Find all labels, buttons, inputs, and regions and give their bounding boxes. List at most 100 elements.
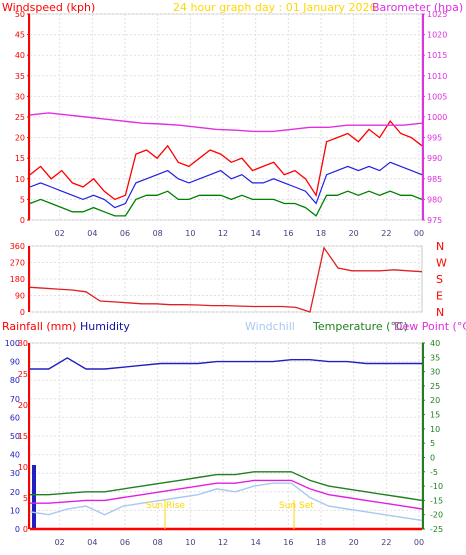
direction-compass-tick: N [436, 240, 444, 253]
wind-x-tick: 14 [251, 229, 261, 238]
wind-x-tick: 18 [316, 229, 326, 238]
temperature-y-tick: 0 [430, 453, 435, 462]
wind-x-tick: 06 [120, 229, 130, 238]
date-title: 24 hour graph day : 01 January 2026 [173, 1, 377, 14]
barometer-y-tick: 990 [427, 154, 442, 163]
humidity-y-tick: 40 [10, 451, 20, 460]
direction-y-tick: 270 [10, 259, 25, 268]
humidity-y-tick: 60 [10, 413, 20, 422]
temp-x-tick: 06 [120, 538, 130, 547]
temp-series-line [30, 479, 423, 510]
temperature-y-tick: 35 [430, 353, 440, 362]
barometer-y-tick: 1015 [427, 51, 447, 60]
rainfall-y-tick: 25 [18, 370, 28, 379]
humidity-y-tick: 0 [15, 525, 20, 534]
barometer-y-tick: 980 [427, 195, 442, 204]
temp-x-tick: 22 [381, 538, 391, 547]
wind-x-tick: 22 [381, 229, 391, 238]
rainfall-y-tick: 15 [18, 432, 28, 441]
barometer-y-tick: 1010 [427, 72, 447, 81]
wind-x-tick: 00 [414, 229, 424, 238]
barometer-y-tick: 1000 [427, 113, 447, 122]
rainfall-y-tick: 5 [23, 494, 28, 503]
humidity-y-tick: 30 [10, 469, 20, 478]
temperature-y-tick: 15 [430, 411, 440, 420]
temp-series-line [30, 471, 423, 502]
wind-y-tick: 20 [15, 134, 25, 143]
temperature-y-tick: 40 [430, 339, 440, 348]
temperature-y-tick: 20 [430, 396, 440, 405]
rainfall-y-tick: 20 [18, 401, 28, 410]
direction-compass-tick: N [436, 306, 444, 319]
temperature-axis-title: Temperature (°C) [312, 320, 408, 333]
wind-y-tick: 15 [15, 154, 25, 163]
direction-compass-tick: E [436, 290, 443, 303]
barometer-y-tick: 1025 [427, 10, 447, 19]
barometer-y-tick: 1020 [427, 31, 447, 40]
barometer-y-tick: 1005 [427, 92, 447, 101]
humidity-y-tick: 20 [10, 488, 20, 497]
wind-x-tick: 04 [87, 229, 97, 238]
direction-y-tick: 180 [10, 275, 25, 284]
rainfall-y-tick: 10 [18, 463, 28, 472]
wind-series-line [29, 161, 423, 209]
temp-x-tick: 08 [153, 538, 163, 547]
sunrise-label: Sun Rise [146, 501, 185, 511]
humidity-y-tick: 100 [5, 339, 20, 348]
temp-x-tick: 16 [283, 538, 293, 547]
wind-series-line [29, 112, 423, 133]
temperature-y-tick: 10 [430, 425, 440, 434]
humidity-y-tick: 80 [10, 376, 20, 385]
humidity-y-tick: 70 [10, 395, 20, 404]
humidity-y-tick: 50 [10, 432, 20, 441]
wind-series-line [29, 190, 423, 217]
temp-x-tick: 10 [185, 538, 195, 547]
temp-x-tick: 14 [251, 538, 261, 547]
temperature-y-tick: -20 [430, 511, 443, 520]
temperature-y-tick: -15 [430, 496, 443, 505]
temp-x-tick: 02 [55, 538, 65, 547]
temp-series-line [29, 482, 423, 522]
windchill-legend: Windchill [245, 320, 295, 333]
temp-x-tick: 04 [87, 538, 97, 547]
temp-x-tick: 20 [349, 538, 359, 547]
temp-x-tick: 18 [316, 538, 326, 547]
direction-series-line [29, 246, 423, 313]
wind-y-tick: 40 [15, 51, 25, 60]
barometer-axis-title: Barometer (hpa) [372, 1, 463, 14]
direction-y-tick: 90 [15, 292, 25, 301]
direction-compass-tick: W [436, 257, 447, 270]
barometer-y-tick: 995 [427, 134, 442, 143]
barometer-y-tick: 975 [427, 216, 442, 225]
temp-series-line [30, 357, 422, 370]
rainfall-axis-title: Rainfall (mm) [2, 320, 76, 333]
wind-y-tick: 50 [15, 10, 25, 19]
dewpoint-axis-title: Dew Point (°C) [394, 320, 466, 333]
wind-y-tick: 30 [15, 92, 25, 101]
wind-y-tick: 35 [15, 72, 25, 81]
wind-y-tick: 10 [15, 175, 25, 184]
sunset-label: Sun Set [279, 501, 314, 511]
temperature-y-tick: -5 [430, 468, 438, 477]
humidity-y-tick: 10 [10, 506, 20, 515]
rainfall-y-tick: 30 [18, 339, 28, 348]
wind-y-tick: 5 [20, 195, 25, 204]
wind-x-tick: 16 [283, 229, 293, 238]
direction-y-tick: 360 [10, 242, 25, 251]
direction-y-tick: 0 [20, 308, 25, 317]
temperature-y-tick: 30 [430, 368, 440, 377]
wind-y-tick: 25 [15, 113, 25, 122]
humidity-y-tick: 90 [10, 358, 20, 367]
wind-x-tick: 02 [55, 229, 65, 238]
rainfall-y-tick: 0 [23, 525, 28, 534]
wind-y-tick: 45 [15, 31, 25, 40]
temp-x-tick: 00 [414, 538, 424, 547]
direction-compass-tick: S [436, 273, 443, 286]
wind-series-line [29, 120, 423, 201]
temp-x-tick: 12 [218, 538, 228, 547]
wind-y-tick: 0 [20, 216, 25, 225]
windspeed-axis-title: Windspeed (kph) [2, 1, 95, 14]
temperature-y-tick: -25 [430, 525, 443, 534]
